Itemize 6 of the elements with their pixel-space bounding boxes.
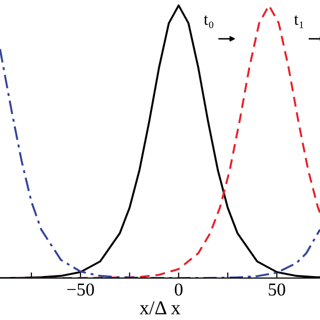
x-tick-label: −50 [67,283,94,296]
annotation: t₁ [294,15,304,28]
x-tick-label: 0 [174,283,182,296]
x-tick-label: 50 [268,283,286,296]
annotation: t₀ [204,15,214,28]
x-axis-title: x/Δ x [140,301,180,314]
